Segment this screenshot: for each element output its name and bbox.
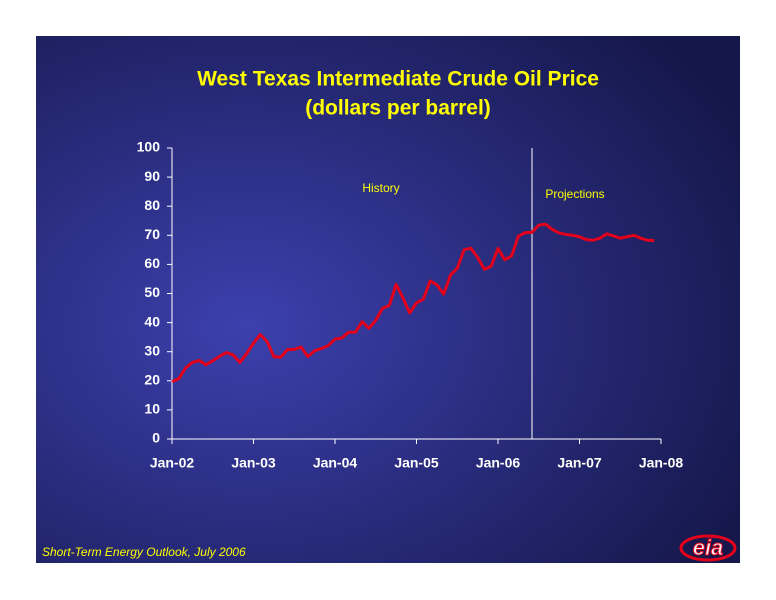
x-tick-label: Jan-03 <box>231 455 276 471</box>
background <box>36 36 740 563</box>
footer: Short-Term Energy Outlook, July 2006 <box>42 545 246 559</box>
chart-subtitle: (dollars per barrel) <box>305 97 491 120</box>
y-tick-label: 100 <box>137 139 161 155</box>
x-tick-label: Jan-05 <box>394 455 439 471</box>
y-tick-label: 90 <box>144 168 160 184</box>
chart-title: West Texas Intermediate Crude Oil Price <box>197 68 599 91</box>
y-tick-label: 60 <box>144 255 160 271</box>
y-tick-label: 30 <box>144 342 160 358</box>
price-line <box>171 222 655 384</box>
logo-ring <box>679 534 737 562</box>
y-tick-label: 70 <box>144 226 160 242</box>
y-tick-label: 0 <box>152 430 160 446</box>
y-tick-label: 80 <box>144 197 160 213</box>
logo: eia <box>693 535 724 560</box>
y-tick-label: 40 <box>144 313 160 329</box>
y-tick-label: 50 <box>144 284 160 300</box>
x-tick-label: Jan-02 <box>150 455 195 471</box>
y-tick-label: 10 <box>144 401 160 417</box>
x-tick-label: Jan-04 <box>313 455 358 471</box>
annotation: History <box>362 181 399 195</box>
x-tick-label: Jan-08 <box>639 455 684 471</box>
y-tick-label: 20 <box>144 372 160 388</box>
x-tick-label: Jan-06 <box>476 455 521 471</box>
x-tick-label: Jan-07 <box>557 455 602 471</box>
annotation: Projections <box>545 187 604 201</box>
